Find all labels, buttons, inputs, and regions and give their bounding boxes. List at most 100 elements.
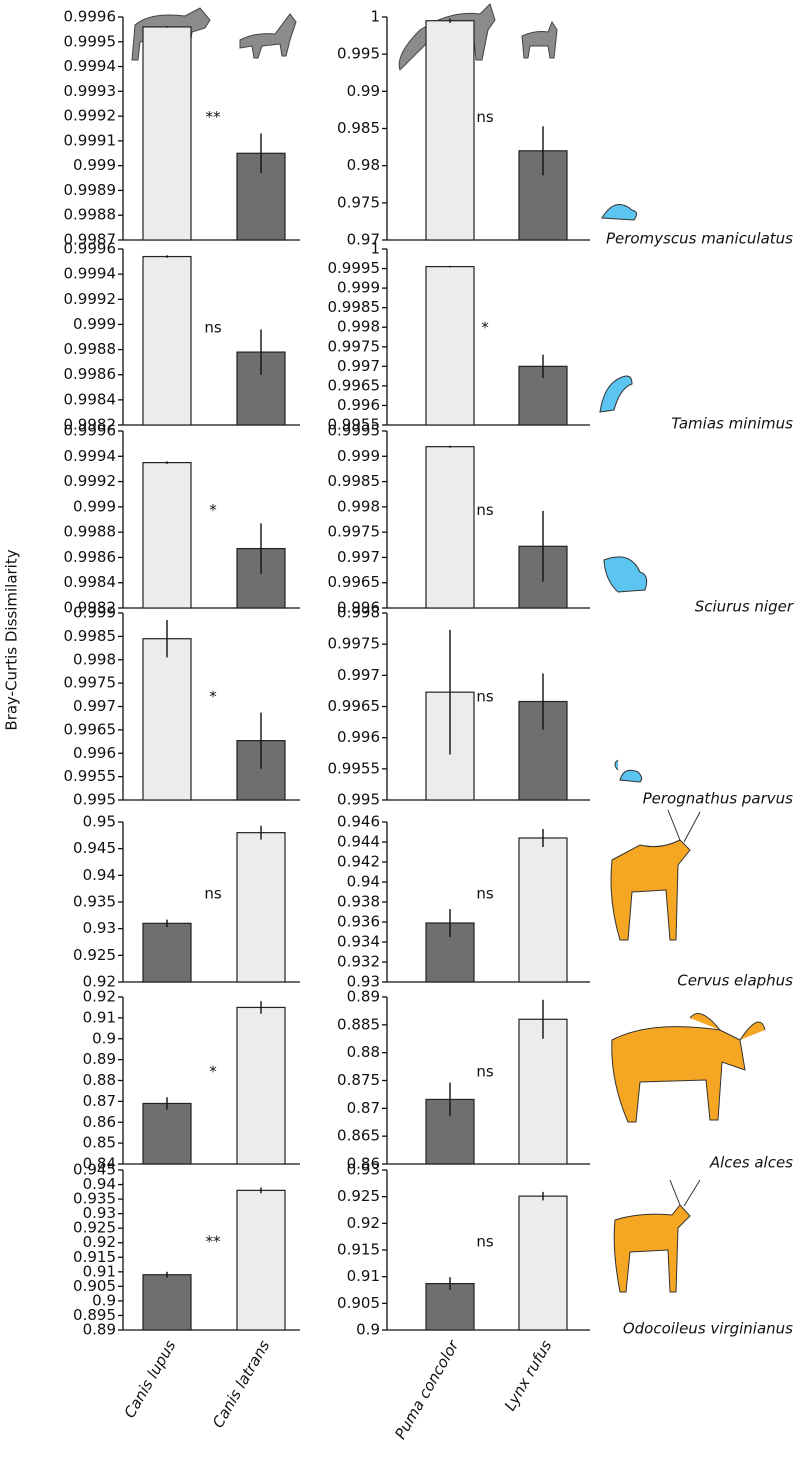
y-tick-label: 0.9986 xyxy=(64,548,117,566)
y-tick-label: 0.9975 xyxy=(328,635,381,653)
y-tick-label: 0.925 xyxy=(337,1187,380,1205)
y-tick-label: 0.997 xyxy=(337,548,380,566)
significance: ns xyxy=(476,885,494,903)
y-tick-label: 0.999 xyxy=(73,315,116,333)
significance: ns xyxy=(476,1063,494,1081)
y-tick-label: 1 xyxy=(370,240,380,258)
chipmunk-icon xyxy=(599,375,633,413)
y-tick-label: 0.998 xyxy=(337,497,380,515)
x-tick-label: Canis latrans xyxy=(209,1337,274,1431)
y-tick-label: 0.9965 xyxy=(328,697,381,715)
y-tick-label: 0.89 xyxy=(83,1321,116,1339)
y-tick-label: 0.996 xyxy=(337,728,380,746)
y-tick-label: 0.97 xyxy=(347,231,380,249)
y-tick-label: 0.9996 xyxy=(64,240,117,258)
bar xyxy=(142,1274,192,1331)
significance: ns xyxy=(476,501,494,519)
y-tick-label: 0.9984 xyxy=(64,573,117,591)
coyote-icon xyxy=(239,13,297,59)
species-label: Perognathus parvus xyxy=(643,790,794,808)
y-tick-label: 0.9988 xyxy=(64,340,117,358)
bar xyxy=(236,152,286,241)
y-tick-label: 0.945 xyxy=(73,839,116,857)
species-label: Cervus elaphus xyxy=(677,972,793,990)
y-tick-label: 0.997 xyxy=(337,666,380,684)
y-tick-label: 0.925 xyxy=(73,1219,116,1237)
y-tick-label: 0.9985 xyxy=(328,298,381,316)
bar xyxy=(142,255,192,426)
y-tick-label: 0.885 xyxy=(337,1015,380,1033)
y-tick-label: 0.995 xyxy=(73,791,116,809)
y-tick-label: 0.997 xyxy=(73,697,116,715)
y-tick-label: 0.945 xyxy=(73,1161,116,1179)
y-tick-label: 0.936 xyxy=(337,913,380,931)
significance: * xyxy=(209,1063,217,1081)
y-tick-label: 0.9955 xyxy=(64,767,117,785)
y-tick-label: 0.9994 xyxy=(64,447,117,465)
bobcat-icon xyxy=(521,20,558,59)
y-tick-label: 0.925 xyxy=(73,946,116,964)
y-tick-label: 0.89 xyxy=(347,988,380,1006)
y-tick-label: 1 xyxy=(370,8,380,26)
y-tick-label: 0.934 xyxy=(337,933,380,951)
significance: * xyxy=(209,688,217,706)
bar xyxy=(518,1195,568,1331)
bar xyxy=(518,837,568,983)
y-tick-label: 0.9992 xyxy=(64,290,117,308)
elk-icon xyxy=(610,809,701,941)
y-tick-label: 0.9987 xyxy=(64,231,117,249)
y-tick-label: 0.9985 xyxy=(64,627,117,645)
y-tick-label: 0.88 xyxy=(83,1071,116,1089)
significance: ns xyxy=(476,1233,494,1251)
bar xyxy=(425,446,475,609)
bar xyxy=(236,832,286,983)
y-tick-label: 0.999 xyxy=(73,604,116,622)
significance: * xyxy=(481,319,489,337)
y-tick-label: 0.895 xyxy=(73,1306,116,1324)
species-label: Odocoileus virginianus xyxy=(623,1320,793,1338)
y-tick-label: 0.9955 xyxy=(328,759,381,777)
y-tick-label: 0.87 xyxy=(83,1092,116,1110)
y-tick-label: 0.9995 xyxy=(328,259,381,277)
y-tick-label: 0.9994 xyxy=(64,57,117,75)
y-tick-label: 0.9 xyxy=(92,1291,116,1309)
y-tick-label: 0.92 xyxy=(83,973,116,991)
y-tick-label: 0.9995 xyxy=(64,32,117,50)
y-tick-label: 0.942 xyxy=(337,853,380,871)
y-tick-label: 0.997 xyxy=(337,357,380,375)
y-tick-label: 0.9984 xyxy=(64,390,117,408)
y-tick-label: 0.9986 xyxy=(64,365,117,383)
y-tick-label: 0.88 xyxy=(347,1043,380,1061)
y-tick-label: 0.875 xyxy=(337,1071,380,1089)
y-tick-label: 0.92 xyxy=(347,1214,380,1232)
y-tick-label: 0.985 xyxy=(337,119,380,137)
y-tick-label: 0.87 xyxy=(347,1099,380,1117)
bar xyxy=(142,1102,192,1165)
y-tick-label: 0.89 xyxy=(83,1050,116,1068)
y-tick-label: 0.996 xyxy=(337,599,380,617)
bar xyxy=(142,26,192,241)
y-tick-label: 0.935 xyxy=(73,1190,116,1208)
significance: ** xyxy=(206,1233,222,1251)
bar xyxy=(425,1282,475,1331)
y-tick-label: 0.9991 xyxy=(64,131,117,149)
y-tick-label: 0.93 xyxy=(83,919,116,937)
y-tick-label: 0.935 xyxy=(73,893,116,911)
y-tick-label: 0.91 xyxy=(83,1008,116,1026)
y-tick-label: 0.932 xyxy=(337,953,380,971)
y-tick-label: 0.9982 xyxy=(64,599,117,617)
species-label: Sciurus niger xyxy=(695,598,794,616)
y-tick-label: 0.998 xyxy=(337,604,380,622)
species-label: Alces alces xyxy=(709,1154,793,1172)
significance: ** xyxy=(206,108,222,126)
y-tick-label: 0.9975 xyxy=(64,674,117,692)
y-tick-label: 0.915 xyxy=(337,1241,380,1259)
y-tick-label: 0.9965 xyxy=(328,573,381,591)
y-tick-label: 0.84 xyxy=(83,1155,116,1173)
y-tick-label: 0.999 xyxy=(337,279,380,297)
y-tick-label: 0.995 xyxy=(337,45,380,63)
y-tick-label: 0.9975 xyxy=(328,523,381,541)
y-tick-label: 0.999 xyxy=(73,156,116,174)
y-tick-label: 0.9988 xyxy=(64,206,117,224)
